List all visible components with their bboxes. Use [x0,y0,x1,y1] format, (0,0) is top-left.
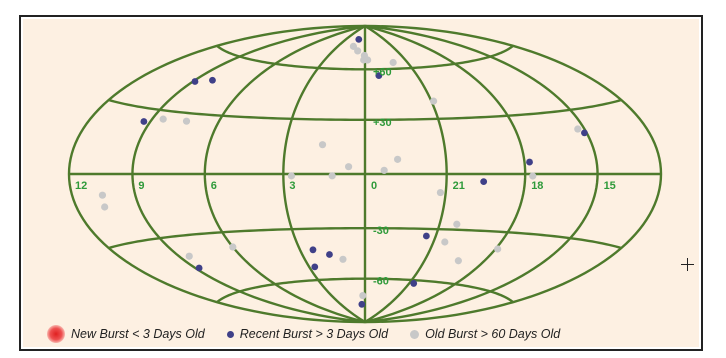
old-burst-point [345,163,353,171]
dec-tick-label: -60 [373,276,389,288]
recent-burst-point [309,246,317,254]
crosshair-cursor-icon [681,258,694,271]
recent-burst-swatch-icon [226,330,234,338]
recent-burst-point [358,300,366,308]
old-burst-point [441,238,449,246]
recent-burst-point [480,178,488,186]
old-burst-point [182,117,191,125]
ra-tick-label: 3 [289,180,295,192]
legend: New Burst < 3 Days Old Recent Burst > 3 … [47,325,560,343]
ra-tick-label: 9 [138,180,144,192]
old-burst-point [574,125,582,133]
old-burst-point [328,172,336,180]
recent-burst-point [326,251,333,258]
ra-tick-label: 0 [371,180,377,192]
recent-burst-point [195,264,203,272]
recent-burst-series [140,35,588,308]
old-burst-point [339,255,347,263]
old-burst-point [380,166,388,174]
old-burst-point [101,203,109,211]
old-burst-point [159,115,167,123]
parallel-line [216,277,514,304]
old-burst-point [359,291,367,300]
recent-burst-point [355,35,363,43]
recent-burst-point [410,280,418,287]
graticule [67,24,663,324]
tick-labels: 12 9 6 3 0 21 18 15 +60 +30 -30 -60 [75,66,616,287]
old-burst-point [429,97,438,105]
old-burst-point [494,245,502,253]
sky-map-panel: 12 9 6 3 0 21 18 15 +60 +30 -30 -60 New Burst < 3 D… [23,19,699,347]
legend-label-recent: Recent Burst > 3 Days Old [239,327,389,341]
old-burst-point [389,58,397,67]
old-burst-point [394,155,402,163]
recent-burst-point [209,76,216,84]
old-burst-point [185,252,193,260]
old-burst-point [354,47,362,55]
old-burst-point [318,141,327,149]
old-burst-point [287,172,296,180]
recent-burst-point [375,72,383,80]
dec-tick-label: +30 [373,117,392,129]
recent-burst-point [311,263,319,271]
sky-map-frame: 12 9 6 3 0 21 18 15 +60 +30 -30 -60 New Burst < 3 D… [19,15,703,351]
old-burst-point [349,42,358,50]
recent-burst-point [526,158,533,166]
old-burst-point [229,243,237,251]
old-burst-swatch-icon [410,329,420,339]
old-burst-point [453,220,461,228]
ra-tick-label: 18 [531,180,543,192]
recent-burst-point [140,118,148,125]
old-burst-series [98,42,582,300]
old-burst-point [454,257,462,265]
recent-burst-point [422,232,430,240]
parallel-line [108,98,622,122]
new-burst-swatch-icon [47,325,65,343]
parallel-line [108,226,622,250]
old-burst-point [98,191,107,199]
recent-burst-point [191,78,199,85]
ra-tick-label: 15 [604,180,616,192]
ra-tick-label: 6 [211,180,217,192]
recent-burst-point [581,129,588,137]
legend-label-new: New Burst < 3 Days Old [71,327,205,341]
legend-item-old: Old Burst > 60 Days Old [410,327,560,341]
sky-map-chart: 12 9 6 3 0 21 18 15 +60 +30 -30 -60 [67,24,663,324]
ra-tick-label: 21 [453,180,465,192]
legend-item-recent: Recent Burst > 3 Days Old [226,327,389,341]
dec-tick-label: -30 [373,225,389,237]
old-burst-point [529,172,537,180]
parallel-line [216,44,514,71]
legend-label-old: Old Burst > 60 Days Old [425,327,561,341]
ra-tick-label: 12 [75,180,87,192]
old-burst-point [360,51,368,60]
legend-item-new: New Burst < 3 Days Old [47,325,205,343]
old-burst-point [436,188,444,197]
dec-tick-label: +60 [373,66,392,78]
